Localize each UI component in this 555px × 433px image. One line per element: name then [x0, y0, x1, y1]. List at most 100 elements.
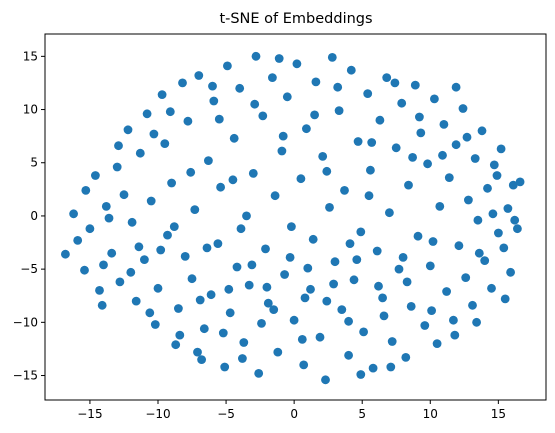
scatter-point — [408, 153, 417, 162]
x-tick-label: 0 — [290, 407, 298, 421]
scatter-point — [394, 264, 404, 274]
scatter-point — [398, 253, 408, 262]
scatter-point — [390, 78, 400, 88]
scatter-point — [468, 300, 477, 310]
scatter-point — [506, 267, 515, 277]
scatter-point — [285, 253, 295, 262]
scatter-point — [134, 242, 144, 252]
scatter-point — [269, 305, 279, 314]
scatter-point — [492, 171, 502, 180]
scatter-point — [306, 284, 315, 294]
scatter-point — [449, 315, 458, 325]
scatter-point — [156, 245, 166, 255]
scatter-point — [238, 354, 247, 363]
scatter-point — [438, 150, 447, 160]
scatter-point — [297, 335, 307, 344]
scatter-point — [247, 260, 257, 270]
scatter-point — [382, 73, 392, 82]
x-tick-label: −10 — [145, 407, 170, 421]
scatter-point — [242, 211, 251, 221]
scatter-point — [494, 228, 503, 238]
scatter-point — [131, 296, 141, 306]
scatter-point — [206, 290, 216, 300]
scatter-point — [235, 83, 245, 93]
scatter-point — [244, 280, 254, 290]
y-tick-label: 5 — [30, 156, 38, 170]
scatter-point — [273, 347, 283, 357]
scatter-point — [439, 120, 449, 129]
scatter-point — [202, 243, 212, 253]
scatter-point — [250, 99, 260, 109]
scatter-point — [402, 277, 412, 287]
scatter-point — [420, 321, 430, 330]
scatter-point — [425, 261, 435, 271]
x-tick-label: 15 — [491, 407, 506, 421]
scatter-point — [480, 256, 490, 265]
y-tick-label: −5 — [20, 262, 38, 276]
x-tick-label: 10 — [423, 407, 438, 421]
chart-title: t-SNE of Embeddings — [219, 11, 372, 27]
scatter-point — [61, 249, 70, 259]
scatter-point — [278, 131, 288, 141]
scatter-point — [127, 217, 137, 227]
scatter-point — [282, 92, 292, 102]
scatter-point — [193, 347, 202, 357]
scatter-point — [333, 82, 343, 92]
scatter-point — [346, 65, 356, 75]
scatter-point — [187, 274, 197, 284]
scatter-point — [432, 339, 442, 348]
scatter-point — [499, 243, 509, 253]
scatter-point — [489, 160, 499, 170]
scatter-point — [444, 173, 454, 183]
scatter-point — [359, 327, 368, 337]
scatter-point — [451, 82, 461, 92]
scatter-point — [195, 295, 205, 305]
scatter-point — [107, 248, 117, 258]
scatter-point — [329, 279, 338, 289]
scatter-point — [404, 180, 413, 190]
scatter-point — [190, 205, 200, 215]
scatter-point — [208, 81, 217, 91]
scatter-point — [263, 298, 273, 308]
scatter-point — [308, 234, 318, 244]
scatter-point — [292, 59, 302, 69]
scatter-point — [474, 248, 484, 258]
scatter-point — [160, 139, 170, 149]
scatter-point — [277, 146, 287, 156]
y-tick-label: 0 — [30, 209, 38, 223]
scatter-point — [123, 125, 133, 135]
scatter-point — [496, 144, 506, 154]
scatter-point — [356, 370, 366, 379]
scatter-point — [302, 124, 311, 134]
scatter-point — [112, 162, 122, 172]
scatter-point — [228, 175, 238, 185]
scatter-point — [344, 350, 353, 360]
scatter-point — [186, 167, 196, 177]
scatter-point — [115, 277, 125, 287]
scatter-point — [378, 293, 387, 303]
scatter-point — [322, 166, 332, 176]
scatter-point — [167, 178, 177, 188]
scatter-point — [303, 263, 313, 273]
scatter-point — [97, 300, 107, 310]
scatter-point — [322, 296, 332, 306]
scatter-point — [500, 294, 510, 304]
scatter-point — [310, 110, 319, 120]
scatter-point — [135, 148, 145, 158]
scatter-point — [368, 363, 378, 373]
scatter-point — [73, 236, 83, 245]
scatter-point — [315, 332, 325, 342]
scatter-point — [300, 293, 310, 303]
scatter-point — [261, 244, 270, 254]
scatter-point — [251, 51, 261, 61]
scatter-point — [473, 215, 483, 225]
scatter-point — [216, 182, 226, 192]
scatter-point — [391, 143, 401, 153]
scatter-point — [175, 330, 185, 340]
scatter-point — [214, 114, 224, 124]
scatter-point — [85, 224, 95, 234]
x-tick-label: −15 — [77, 407, 102, 421]
scatter-point — [165, 107, 175, 117]
scatter-point — [372, 246, 382, 256]
y-axis-ticks: −15 −10 −5 0 5 10 15 — [13, 49, 45, 383]
